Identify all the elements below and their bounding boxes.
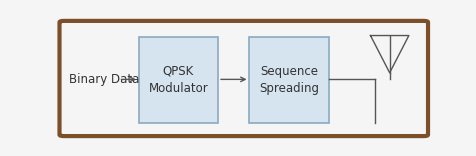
Text: Binary Data: Binary Data	[69, 73, 139, 86]
FancyBboxPatch shape	[60, 21, 428, 136]
Text: QPSK
Modulator: QPSK Modulator	[149, 65, 208, 95]
Bar	[139, 37, 218, 123]
Bar	[249, 37, 329, 123]
Text: Sequence
Spreading: Sequence Spreading	[259, 65, 319, 95]
